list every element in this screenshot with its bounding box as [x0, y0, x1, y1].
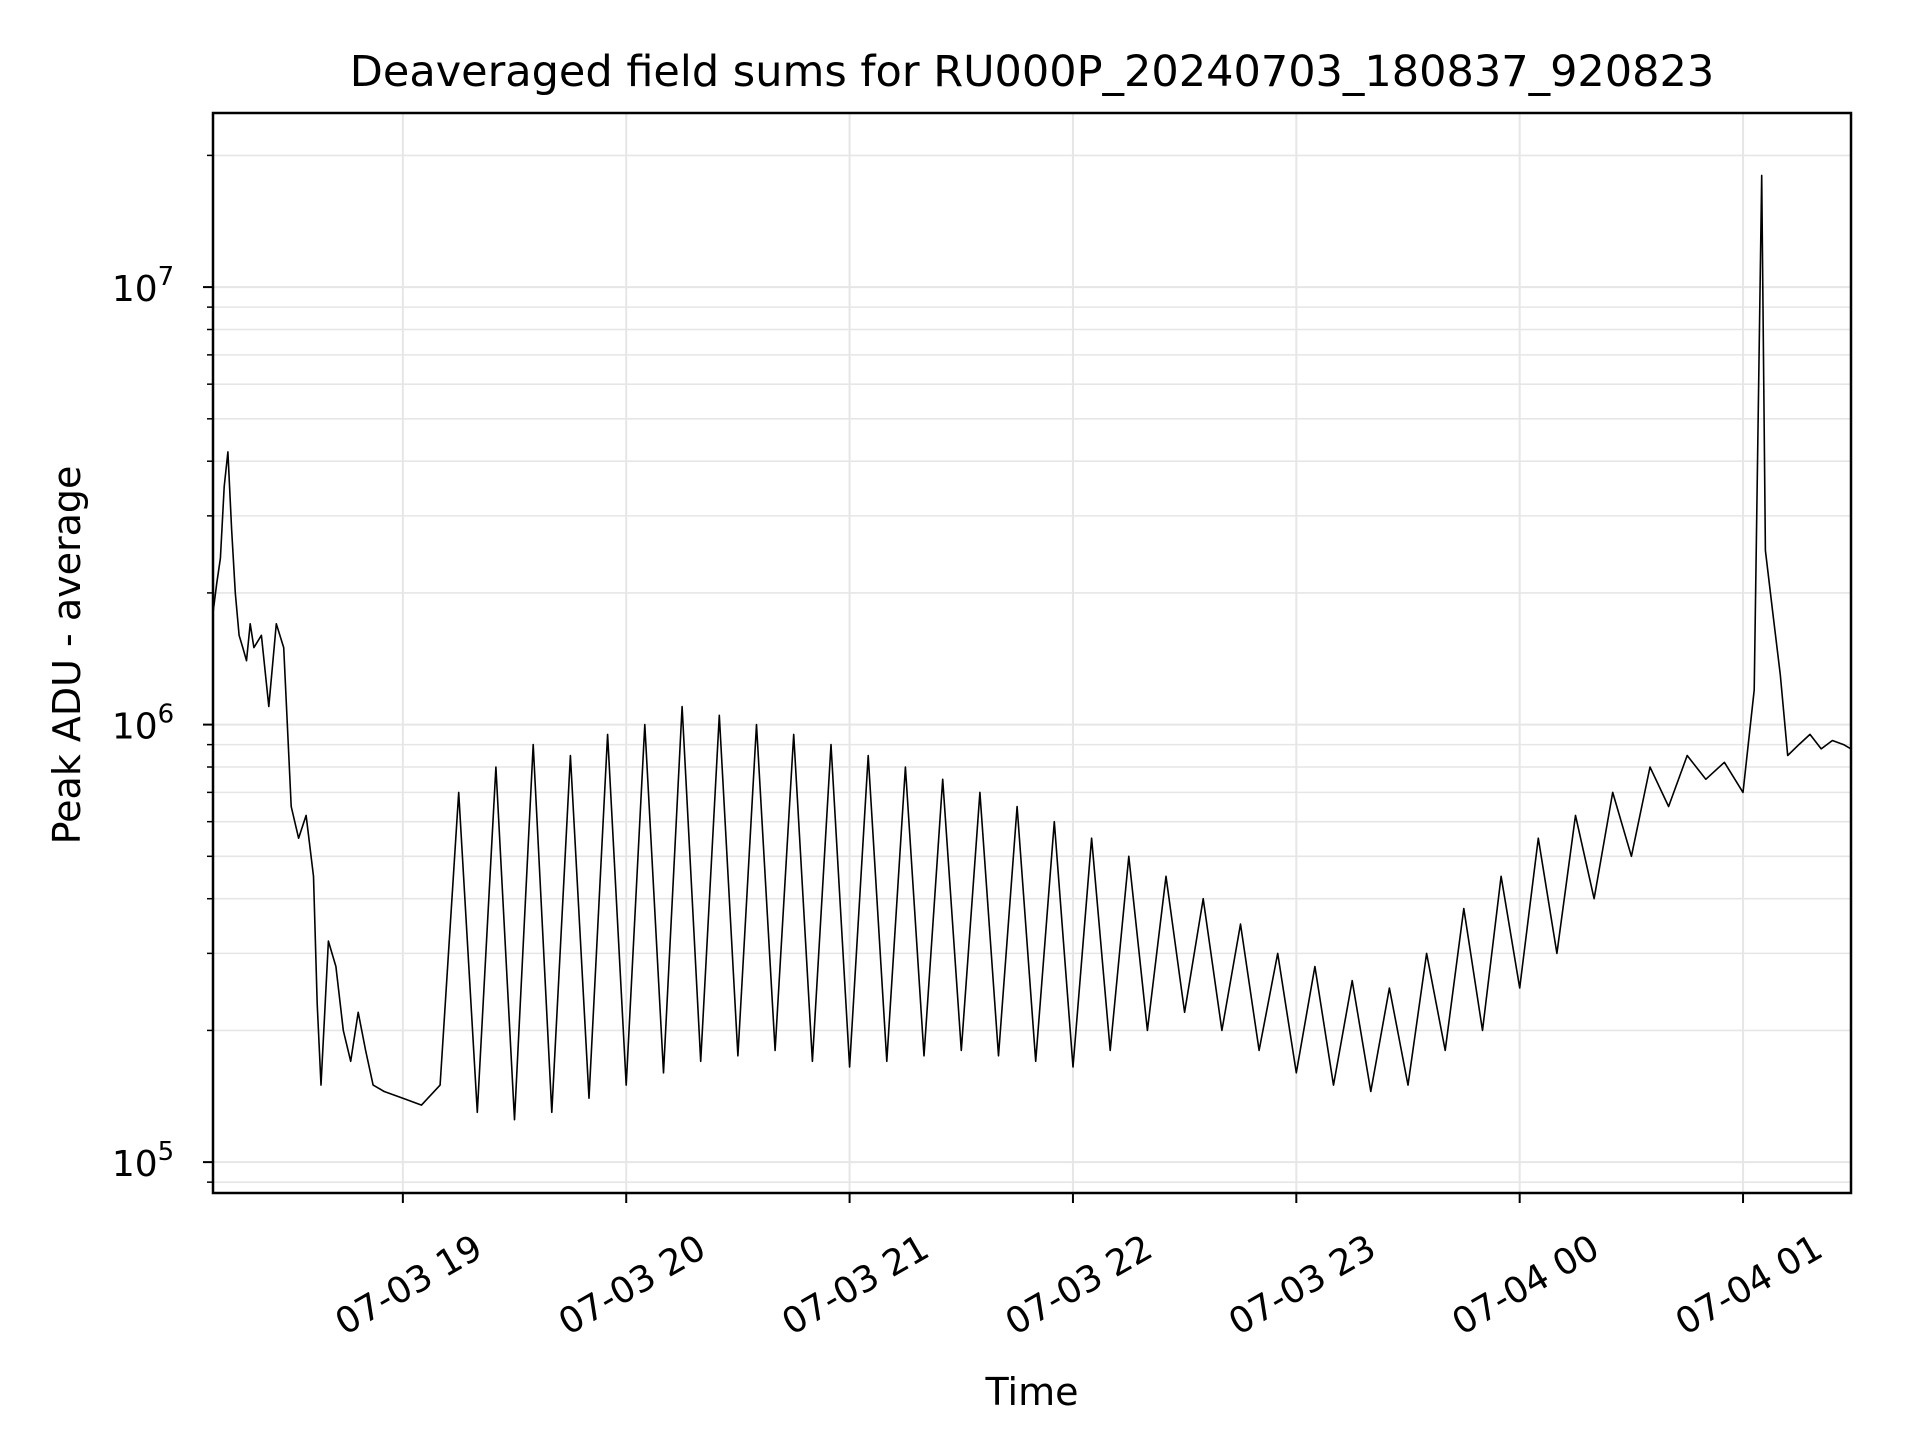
y-tick-label: 107 [112, 262, 174, 310]
y-tick-label: 105 [112, 1137, 174, 1185]
series-line [212, 174, 1852, 1121]
y-axis-label: Peak ADU - average [45, 466, 89, 845]
grid [213, 113, 1851, 1193]
data-line [212, 174, 1852, 1121]
plot-frame [211, 111, 1853, 1195]
x-axis-label: Time [985, 1370, 1079, 1414]
y-tick-label: 106 [112, 700, 174, 748]
chart-title: Deaveraged field sums for RU000P_2024070… [350, 47, 1714, 97]
